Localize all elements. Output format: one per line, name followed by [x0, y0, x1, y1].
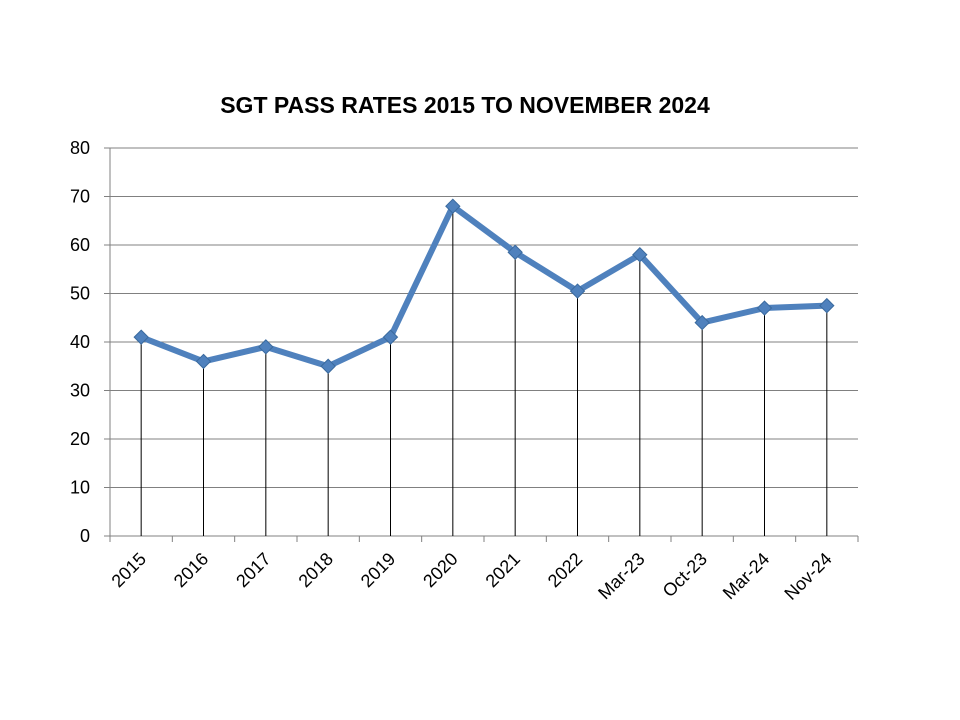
drop-lines [140, 206, 828, 536]
series-line [138, 203, 830, 370]
x-tick-label: 2019 [357, 549, 399, 591]
data-point-marker [632, 246, 648, 263]
data-point-marker [569, 283, 586, 299]
y-tick-label: 20 [70, 429, 90, 449]
data-point-marker [756, 300, 773, 316]
y-tick-label: 60 [70, 235, 90, 255]
x-axis-tick-labels: 2015 2016 2017 2018 2019 2020 2021 2022 Mar-23 Oc… [108, 549, 836, 604]
y-tick-label: 70 [70, 187, 90, 207]
x-tick-label: 2016 [170, 549, 212, 591]
series-layer [138, 203, 830, 370]
x-tick-label: Oct-23 [659, 549, 711, 601]
data-point-marker [382, 329, 399, 345]
gridlines [110, 147, 858, 488]
chart-title: SGT PASS RATES 2015 TO NOVEMBER 2024 [220, 92, 710, 118]
x-tick-label: Nov-24 [780, 549, 835, 604]
data-point-marker [819, 297, 835, 314]
data-point-marker [258, 339, 274, 355]
y-tick-label: 0 [80, 526, 90, 546]
x-tick-label: 2021 [482, 549, 524, 591]
data-point-marker [133, 329, 149, 345]
x-tick-label: 2017 [232, 549, 274, 591]
y-tick-label: 80 [70, 138, 90, 158]
x-tick-label: 2015 [108, 549, 150, 591]
axes [104, 147, 859, 542]
y-axis-tick-labels: 0 10 20 30 40 50 60 70 80 [70, 138, 90, 546]
data-point-marker [445, 198, 461, 214]
x-tick-label: Mar-23 [594, 549, 648, 603]
data-point-marker [195, 353, 212, 370]
y-tick-label: 30 [70, 381, 90, 401]
x-tick-label: 2018 [295, 549, 337, 591]
y-tick-label: 50 [70, 284, 90, 304]
y-tick-label: 40 [70, 332, 90, 352]
data-point-marker [320, 358, 336, 374]
data-point-markers [133, 198, 835, 374]
data-point-marker [694, 314, 710, 331]
x-tick-label: 2022 [544, 549, 586, 591]
x-tick-label: Mar-24 [719, 549, 773, 603]
y-tick-label: 10 [70, 478, 90, 498]
x-tick-label: 2020 [419, 549, 461, 591]
data-point-marker [507, 244, 523, 260]
